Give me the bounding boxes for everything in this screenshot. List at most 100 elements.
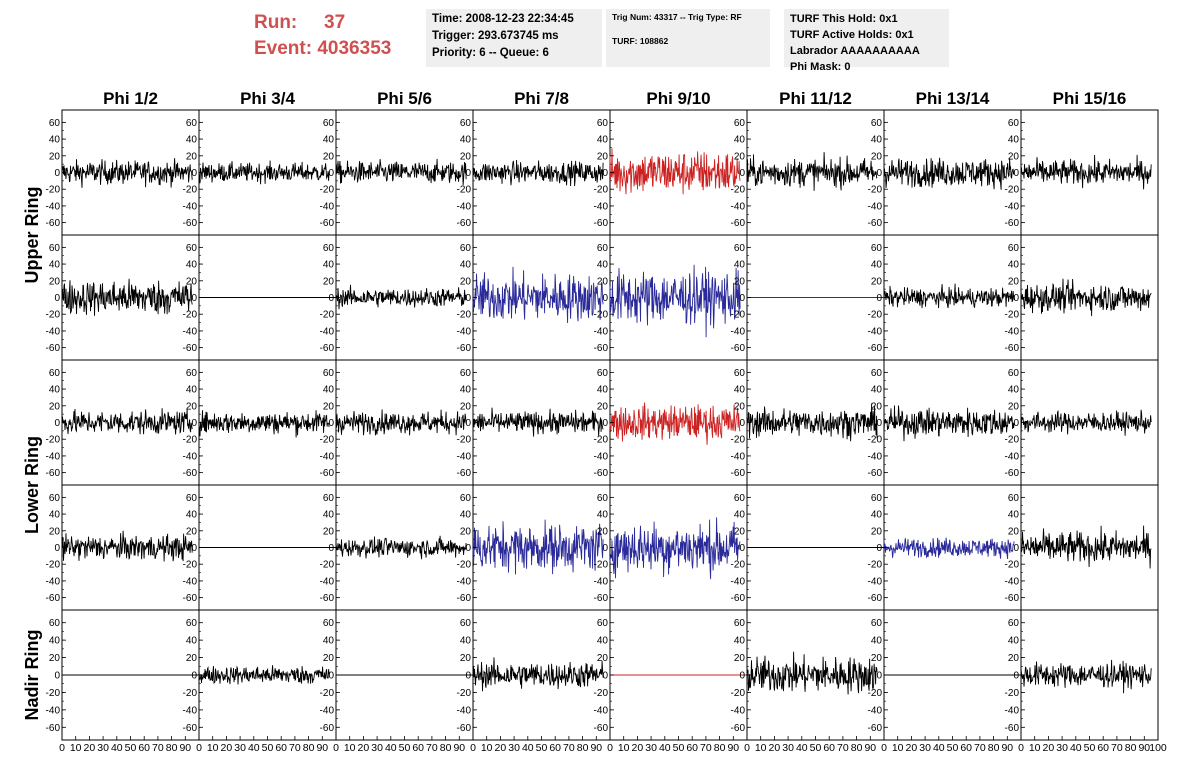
y-tick-label: 60 bbox=[734, 243, 746, 254]
x-tick-label: 30 bbox=[234, 742, 246, 754]
waveform-trace bbox=[609, 264, 741, 338]
y-tick-label: 0 bbox=[328, 543, 334, 554]
y-tick-label: -20 bbox=[594, 560, 609, 571]
y-tick-label: 60 bbox=[323, 618, 335, 629]
x-tick-label: 40 bbox=[385, 742, 397, 754]
column-header: Phi 7/8 bbox=[514, 89, 569, 108]
waveform-trace bbox=[335, 158, 467, 186]
y-tick-label: -60 bbox=[183, 468, 198, 479]
x-tick-label: 30 bbox=[919, 742, 931, 754]
y-tick-label: 20 bbox=[734, 653, 746, 664]
y-tick-label: -20 bbox=[46, 688, 61, 699]
waveform-trace bbox=[335, 409, 467, 436]
x-tick-label: 80 bbox=[1125, 742, 1137, 754]
y-tick-label: 0 bbox=[465, 168, 471, 179]
y-tick-label: -60 bbox=[457, 218, 472, 229]
y-tick-label: 0 bbox=[191, 543, 197, 554]
x-tick-label: 60 bbox=[412, 742, 424, 754]
y-tick-label: 40 bbox=[186, 135, 198, 146]
y-tick-label: 60 bbox=[1008, 618, 1020, 629]
y-tick-label: -60 bbox=[457, 468, 472, 479]
waveform-trace bbox=[61, 530, 193, 562]
y-tick-label: 0 bbox=[328, 418, 334, 429]
y-tick-label: 20 bbox=[186, 526, 198, 537]
y-tick-label: 40 bbox=[597, 636, 609, 647]
event-line: Event: 4036353 bbox=[254, 36, 391, 62]
y-tick-label: 0 bbox=[328, 293, 334, 304]
waveform-trace bbox=[198, 665, 330, 685]
x-tick-label: 100 bbox=[1149, 742, 1167, 754]
y-tick-label: 0 bbox=[739, 418, 745, 429]
y-tick-label: 40 bbox=[871, 260, 883, 271]
y-tick-label: 60 bbox=[49, 618, 61, 629]
y-tick-label: -20 bbox=[594, 688, 609, 699]
y-tick-label: -60 bbox=[594, 593, 609, 604]
y-tick-label: 20 bbox=[1008, 151, 1020, 162]
y-tick-label: 40 bbox=[871, 135, 883, 146]
y-tick-label: -40 bbox=[46, 326, 61, 337]
y-tick-label: 40 bbox=[323, 135, 335, 146]
x-tick-label: 30 bbox=[508, 742, 520, 754]
y-tick-label: -60 bbox=[731, 723, 746, 734]
y-tick-label: -40 bbox=[868, 705, 883, 716]
y-tick-label: -60 bbox=[868, 218, 883, 229]
waveform-trace bbox=[1020, 659, 1152, 694]
x-tick-label: 20 bbox=[495, 742, 507, 754]
y-tick-label: -40 bbox=[46, 705, 61, 716]
x-tick-label: 60 bbox=[686, 742, 698, 754]
y-tick-label: -20 bbox=[46, 560, 61, 571]
column-header: Phi 15/16 bbox=[1053, 89, 1127, 108]
y-tick-label: 0 bbox=[465, 543, 471, 554]
y-tick-label: -20 bbox=[731, 185, 746, 196]
info-line: TURF This Hold: 0x1 bbox=[790, 13, 898, 25]
y-tick-label: -60 bbox=[594, 723, 609, 734]
run-value: 37 bbox=[324, 12, 346, 33]
y-tick-label: 0 bbox=[876, 168, 882, 179]
y-tick-label: 40 bbox=[323, 260, 335, 271]
y-tick-label: 20 bbox=[460, 526, 472, 537]
y-tick-label: 40 bbox=[734, 385, 746, 396]
x-tick-label: 20 bbox=[358, 742, 370, 754]
y-tick-label: -20 bbox=[1005, 688, 1020, 699]
y-tick-label: 0 bbox=[328, 168, 334, 179]
y-tick-label: -20 bbox=[183, 185, 198, 196]
y-tick-label: 20 bbox=[460, 401, 472, 412]
event-label: Event: bbox=[254, 38, 313, 59]
waveform-trace bbox=[1020, 525, 1152, 569]
y-tick-label: 60 bbox=[49, 118, 61, 129]
y-tick-label: -40 bbox=[320, 576, 335, 587]
x-tick-label: 20 bbox=[769, 742, 781, 754]
y-tick-label: 40 bbox=[1008, 385, 1020, 396]
y-tick-label: 40 bbox=[1008, 260, 1020, 271]
x-tick-label: 10 bbox=[70, 742, 82, 754]
y-tick-label: -20 bbox=[594, 310, 609, 321]
y-tick-label: 20 bbox=[460, 276, 472, 287]
x-tick-label: 50 bbox=[536, 742, 548, 754]
y-tick-label: 20 bbox=[871, 151, 883, 162]
y-tick-label: 20 bbox=[871, 401, 883, 412]
y-tick-label: 0 bbox=[739, 543, 745, 554]
waveform-trace bbox=[609, 148, 741, 195]
column-header: Phi 3/4 bbox=[240, 89, 295, 108]
y-tick-label: -40 bbox=[457, 705, 472, 716]
column-header: Phi 13/14 bbox=[916, 89, 990, 108]
y-tick-label: 60 bbox=[871, 243, 883, 254]
x-tick-label: 80 bbox=[714, 742, 726, 754]
y-tick-label: 40 bbox=[186, 510, 198, 521]
y-tick-label: 60 bbox=[186, 368, 198, 379]
y-tick-label: 40 bbox=[49, 260, 61, 271]
x-tick-label: 30 bbox=[645, 742, 657, 754]
y-tick-label: -60 bbox=[183, 593, 198, 604]
x-tick-label: 80 bbox=[577, 742, 589, 754]
y-tick-label: 60 bbox=[49, 493, 61, 504]
y-tick-label: 40 bbox=[597, 510, 609, 521]
x-tick-label: 20 bbox=[632, 742, 644, 754]
x-tick-label: 10 bbox=[344, 742, 356, 754]
x-tick-label: 70 bbox=[837, 742, 849, 754]
y-tick-label: 40 bbox=[460, 385, 472, 396]
waveform-trace bbox=[335, 535, 467, 560]
y-tick-label: -20 bbox=[731, 310, 746, 321]
y-tick-label: 40 bbox=[186, 385, 198, 396]
y-tick-label: 60 bbox=[734, 618, 746, 629]
y-tick-label: 0 bbox=[1013, 543, 1019, 554]
